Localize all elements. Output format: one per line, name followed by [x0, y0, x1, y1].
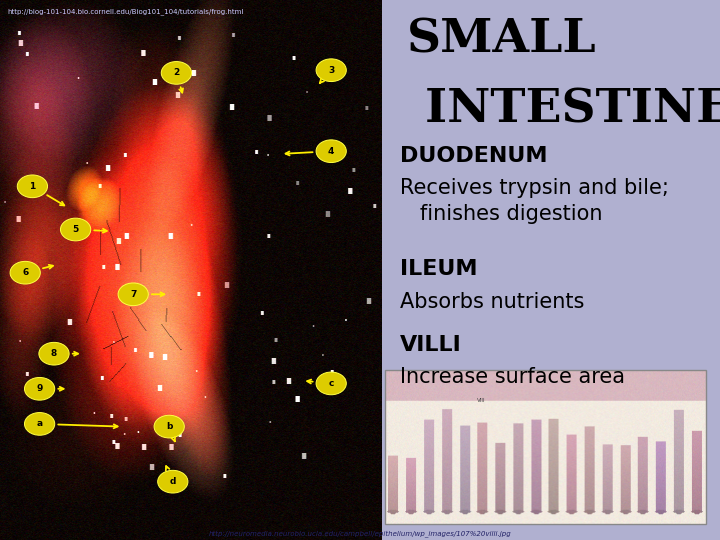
Text: 3: 3: [328, 66, 334, 75]
Text: DUODENUM: DUODENUM: [400, 146, 547, 166]
Text: http://biog-101-104.bio.cornell.edu/Biog101_104/tutorials/frog.html: http://biog-101-104.bio.cornell.edu/Biog…: [7, 8, 243, 15]
Circle shape: [316, 140, 346, 163]
Circle shape: [10, 261, 40, 284]
Text: 6: 6: [22, 268, 28, 277]
Circle shape: [316, 59, 346, 82]
Text: 9: 9: [37, 384, 42, 393]
Text: INTESTINE: INTESTINE: [392, 86, 720, 132]
Circle shape: [154, 415, 184, 438]
Text: 7: 7: [130, 290, 136, 299]
Text: c: c: [328, 379, 334, 388]
Text: b: b: [166, 422, 172, 431]
Circle shape: [60, 218, 91, 241]
Text: 4: 4: [328, 147, 334, 156]
Text: ILEUM: ILEUM: [400, 259, 477, 279]
Text: Absorbs nutrients: Absorbs nutrients: [400, 292, 584, 312]
Text: 5: 5: [73, 225, 78, 234]
Text: d: d: [170, 477, 176, 486]
Circle shape: [158, 470, 188, 493]
Text: 8: 8: [51, 349, 57, 358]
Text: VIII: VIII: [477, 397, 485, 403]
Circle shape: [39, 342, 69, 365]
Bar: [385, 370, 706, 524]
Text: Receives trypsin and bile;
   finishes digestion: Receives trypsin and bile; finishes dige…: [400, 178, 668, 224]
Circle shape: [17, 175, 48, 198]
Text: 1: 1: [30, 182, 35, 191]
Text: SMALL: SMALL: [407, 16, 596, 62]
Circle shape: [118, 283, 148, 306]
Text: Increase surface area: Increase surface area: [400, 367, 625, 387]
Circle shape: [24, 377, 55, 400]
Circle shape: [161, 62, 192, 84]
Text: a: a: [37, 420, 42, 428]
Text: http://neuromedia.neurobio.ucla.edu/campbell/epithelium/wp_images/107%20villi.jp: http://neuromedia.neurobio.ucla.edu/camp…: [209, 530, 511, 537]
Text: 2: 2: [174, 69, 179, 77]
Text: VILLI: VILLI: [400, 335, 462, 355]
Circle shape: [24, 413, 55, 435]
Circle shape: [316, 372, 346, 395]
